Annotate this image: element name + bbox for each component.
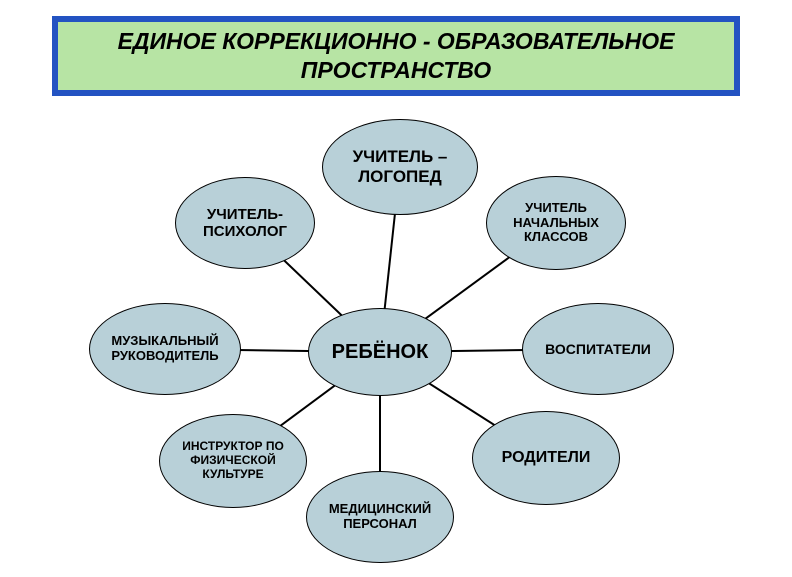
diagram-canvas: ЕДИНОЕ КОРРЕКЦИОННО - ОБРАЗОВАТЕЛЬНОЕ ПР…	[0, 0, 792, 577]
node-nach: УЧИТЕЛЬ НАЧАЛЬНЫХ КЛАССОВ	[486, 176, 626, 270]
node-muz-label: МУЗЫКАЛЬНЫЙ РУКОВОДИТЕЛЬ	[111, 334, 218, 364]
node-rod: РОДИТЕЛИ	[472, 411, 620, 505]
center-node-label: РЕБЁНОК	[332, 341, 429, 364]
node-logoped: УЧИТЕЛЬ – ЛОГОПЕД	[322, 119, 478, 215]
node-logoped-label: УЧИТЕЛЬ – ЛОГОПЕД	[353, 147, 448, 186]
node-instr-label: ИНСТРУКТОР ПО ФИЗИЧЕСКОЙ КУЛЬТУРЕ	[182, 440, 284, 481]
center-node: РЕБЁНОК	[308, 308, 452, 396]
node-vosp: ВОСПИТАТЕЛИ	[522, 303, 674, 395]
node-psiholog-label: УЧИТЕЛЬ- ПСИХОЛОГ	[203, 206, 287, 241]
node-med: МЕДИЦИНСКИЙ ПЕРСОНАЛ	[306, 471, 454, 563]
node-med-label: МЕДИЦИНСКИЙ ПЕРСОНАЛ	[329, 502, 431, 532]
node-muz: МУЗЫКАЛЬНЫЙ РУКОВОДИТЕЛЬ	[89, 303, 241, 395]
node-instr: ИНСТРУКТОР ПО ФИЗИЧЕСКОЙ КУЛЬТУРЕ	[159, 414, 307, 508]
node-vosp-label: ВОСПИТАТЕЛИ	[545, 341, 651, 357]
node-psiholog: УЧИТЕЛЬ- ПСИХОЛОГ	[175, 177, 315, 269]
node-rod-label: РОДИТЕЛИ	[502, 449, 591, 467]
node-nach-label: УЧИТЕЛЬ НАЧАЛЬНЫХ КЛАССОВ	[513, 201, 599, 246]
